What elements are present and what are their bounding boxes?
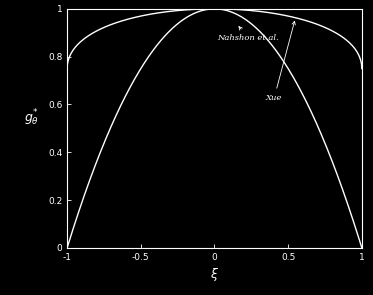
Text: Nahshon et al.: Nahshon et al. bbox=[217, 27, 279, 42]
X-axis label: $\xi$: $\xi$ bbox=[210, 266, 219, 283]
Y-axis label: $g_{\theta}^{*}$: $g_{\theta}^{*}$ bbox=[23, 108, 39, 128]
Text: Xue: Xue bbox=[266, 21, 295, 102]
